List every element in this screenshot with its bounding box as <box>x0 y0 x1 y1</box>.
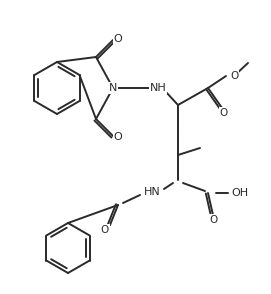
Text: O: O <box>210 215 218 225</box>
Text: O: O <box>230 71 238 81</box>
Text: HN: HN <box>144 187 160 197</box>
Text: O: O <box>101 225 109 235</box>
Text: O: O <box>114 132 122 142</box>
Text: OH: OH <box>231 188 249 198</box>
Text: NH: NH <box>150 83 166 93</box>
Text: N: N <box>109 83 117 93</box>
Text: O: O <box>220 108 228 118</box>
Text: O: O <box>114 34 122 44</box>
